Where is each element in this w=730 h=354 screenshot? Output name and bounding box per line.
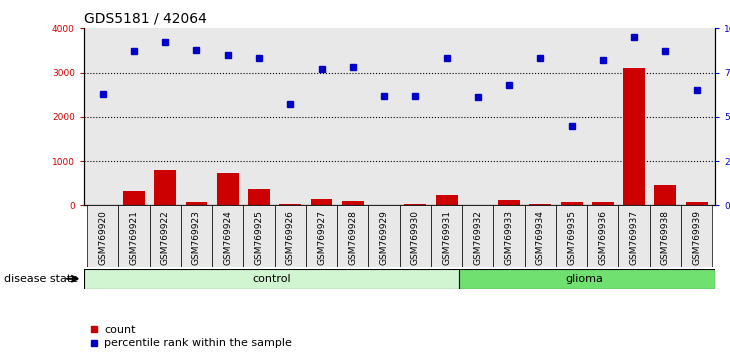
- Bar: [342, 201, 364, 205]
- Bar: [84, 269, 459, 289]
- Bar: [306, 205, 337, 267]
- Text: GSM769928: GSM769928: [348, 210, 357, 265]
- Bar: [212, 205, 243, 267]
- Bar: [217, 173, 239, 205]
- Text: GSM769922: GSM769922: [161, 210, 170, 265]
- Text: GSM769931: GSM769931: [442, 210, 451, 265]
- Text: GSM769933: GSM769933: [504, 210, 514, 265]
- Legend: count, percentile rank within the sample: count, percentile rank within the sample: [90, 325, 292, 348]
- Text: disease state: disease state: [4, 274, 78, 284]
- Text: GSM769938: GSM769938: [661, 210, 670, 265]
- Bar: [493, 205, 525, 267]
- Bar: [274, 205, 306, 267]
- Bar: [654, 185, 676, 205]
- Text: GSM769920: GSM769920: [99, 210, 107, 265]
- Bar: [462, 205, 493, 267]
- Text: GSM769924: GSM769924: [223, 210, 232, 265]
- Text: GSM769923: GSM769923: [192, 210, 201, 265]
- Bar: [623, 68, 645, 205]
- Text: GSM769921: GSM769921: [129, 210, 139, 265]
- Bar: [400, 205, 431, 267]
- Bar: [618, 205, 650, 267]
- Bar: [185, 202, 207, 205]
- Bar: [431, 205, 462, 267]
- Bar: [587, 205, 618, 267]
- Bar: [310, 199, 332, 205]
- Text: GSM769932: GSM769932: [473, 210, 483, 265]
- Bar: [561, 202, 583, 205]
- Text: GSM769937: GSM769937: [629, 210, 639, 265]
- Bar: [150, 205, 181, 267]
- Bar: [529, 204, 551, 205]
- Bar: [525, 205, 556, 267]
- Bar: [87, 205, 118, 267]
- Text: GSM769930: GSM769930: [411, 210, 420, 265]
- Bar: [650, 205, 681, 267]
- Bar: [118, 205, 150, 267]
- Bar: [369, 205, 400, 267]
- Bar: [123, 191, 145, 205]
- Bar: [459, 269, 715, 289]
- Text: GSM769925: GSM769925: [255, 210, 264, 265]
- Bar: [337, 205, 369, 267]
- Bar: [436, 195, 458, 205]
- Bar: [592, 202, 614, 205]
- Bar: [248, 188, 270, 205]
- Bar: [498, 200, 520, 205]
- Text: control: control: [252, 274, 291, 284]
- Text: GDS5181 / 42064: GDS5181 / 42064: [84, 12, 207, 26]
- Text: GSM769939: GSM769939: [692, 210, 701, 265]
- Text: GSM769936: GSM769936: [599, 210, 607, 265]
- Bar: [681, 205, 712, 267]
- Bar: [404, 204, 426, 205]
- Bar: [243, 205, 274, 267]
- Bar: [685, 202, 707, 205]
- Bar: [556, 205, 587, 267]
- Text: GSM769927: GSM769927: [317, 210, 326, 265]
- Text: GSM769935: GSM769935: [567, 210, 576, 265]
- Text: GSM769929: GSM769929: [380, 210, 388, 265]
- Text: GSM769934: GSM769934: [536, 210, 545, 265]
- Text: glioma: glioma: [565, 274, 603, 284]
- Bar: [154, 170, 176, 205]
- Text: GSM769926: GSM769926: [285, 210, 295, 265]
- Bar: [181, 205, 212, 267]
